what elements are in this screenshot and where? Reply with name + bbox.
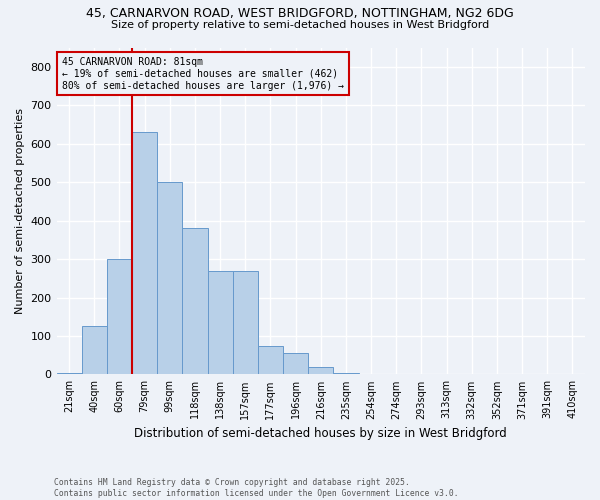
Text: Contains HM Land Registry data © Crown copyright and database right 2025.
Contai: Contains HM Land Registry data © Crown c… (54, 478, 458, 498)
X-axis label: Distribution of semi-detached houses by size in West Bridgford: Distribution of semi-detached houses by … (134, 427, 507, 440)
Bar (182, 228, 208, 374)
Text: 45, CARNARVON ROAD, WEST BRIDGFORD, NOTTINGHAM, NG2 6DG: 45, CARNARVON ROAD, WEST BRIDGFORD, NOTT… (86, 8, 514, 20)
Bar (132, 132, 157, 374)
Text: 45 CARNARVON ROAD: 81sqm
← 19% of semi-detached houses are smaller (462)
80% of : 45 CARNARVON ROAD: 81sqm ← 19% of semi-d… (62, 58, 344, 90)
Bar (334, 372, 359, 374)
Y-axis label: Number of semi-detached properties: Number of semi-detached properties (15, 108, 25, 314)
Bar (308, 366, 334, 374)
Text: Size of property relative to semi-detached houses in West Bridgford: Size of property relative to semi-detach… (111, 20, 489, 30)
Bar (258, 346, 283, 374)
Bar (56, 372, 82, 374)
Bar (157, 182, 182, 374)
Bar (283, 354, 308, 374)
Bar (107, 259, 132, 374)
Bar (208, 270, 233, 374)
Bar (233, 270, 258, 374)
Bar (82, 326, 107, 374)
